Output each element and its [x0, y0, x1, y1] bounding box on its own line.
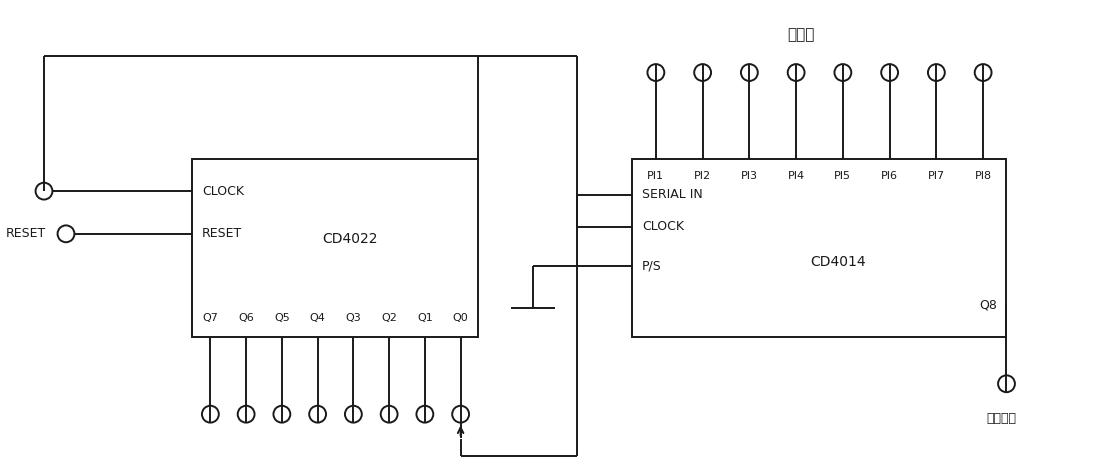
Text: Q8: Q8 — [979, 299, 997, 311]
Text: Q3: Q3 — [345, 313, 361, 323]
Text: CD4014: CD4014 — [811, 255, 866, 269]
Text: CLOCK: CLOCK — [202, 185, 244, 197]
Text: PI4: PI4 — [788, 171, 805, 181]
Text: 置数端: 置数端 — [788, 28, 814, 43]
Text: RESET: RESET — [6, 227, 46, 240]
Text: P/S: P/S — [642, 259, 661, 272]
Text: 串行输出: 串行输出 — [987, 412, 1016, 425]
Text: PI1: PI1 — [648, 171, 664, 181]
Text: CLOCK: CLOCK — [642, 220, 684, 233]
Text: Q2: Q2 — [382, 313, 397, 323]
Text: Q5: Q5 — [274, 313, 289, 323]
Text: PI6: PI6 — [881, 171, 898, 181]
Text: Q0: Q0 — [453, 313, 469, 323]
Text: PI7: PI7 — [927, 171, 945, 181]
Text: RESET: RESET — [202, 227, 242, 240]
Bar — [632, 159, 1007, 337]
Text: Q7: Q7 — [202, 313, 218, 323]
Text: PI8: PI8 — [975, 171, 992, 181]
Text: PI5: PI5 — [835, 171, 851, 181]
Text: Q6: Q6 — [239, 313, 254, 323]
Text: PI3: PI3 — [741, 171, 758, 181]
Bar — [192, 159, 478, 337]
Text: PI2: PI2 — [694, 171, 712, 181]
Text: SERIAL IN: SERIAL IN — [642, 188, 703, 201]
Text: Q4: Q4 — [310, 313, 326, 323]
Text: CD4022: CD4022 — [322, 232, 377, 246]
Text: Q1: Q1 — [417, 313, 432, 323]
